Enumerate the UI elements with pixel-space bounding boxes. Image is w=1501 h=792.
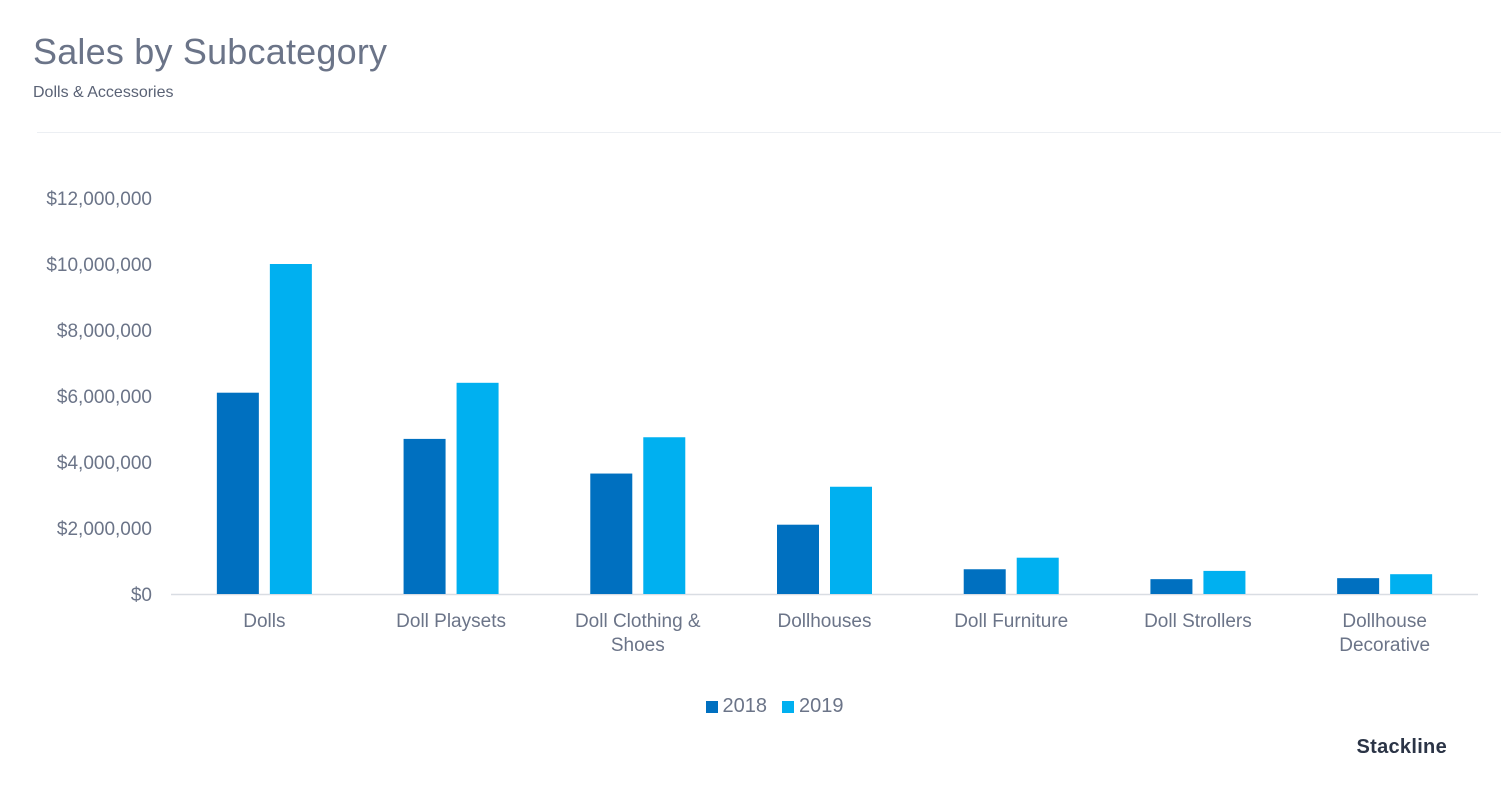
chart-title: Sales by Subcategory xyxy=(33,31,388,72)
chart-subtitle: Dolls & Accessories xyxy=(33,84,174,101)
x-category-label: Doll Clothing & xyxy=(575,611,701,632)
bar-2019[interactable] xyxy=(830,486,872,594)
bar-2019[interactable] xyxy=(1203,570,1246,594)
y-tick-label: $12,000,000 xyxy=(46,189,152,210)
bar-2018[interactable] xyxy=(777,524,819,594)
legend-item-2018[interactable]: 2018 xyxy=(705,695,768,718)
bar-2019[interactable] xyxy=(456,382,499,594)
x-category-label: Dollhouse xyxy=(1342,611,1427,632)
legend-label-2018: 2018 xyxy=(722,695,768,717)
bar-2019[interactable] xyxy=(1016,557,1059,594)
header-divider xyxy=(37,132,1501,133)
bar-2019[interactable] xyxy=(269,264,312,594)
bar-2019[interactable] xyxy=(643,437,686,594)
x-category-label: Dolls xyxy=(243,611,285,632)
legend-swatch-2019 xyxy=(782,700,794,713)
y-tick-label: $8,000,000 xyxy=(57,321,152,342)
x-category-label: Shoes xyxy=(611,635,665,656)
y-tick-label: $10,000,000 xyxy=(46,255,152,276)
x-category-label: Doll Strollers xyxy=(1144,611,1252,632)
x-category-label: Doll Furniture xyxy=(954,611,1068,632)
x-category-label: Dollhouses xyxy=(778,611,872,632)
y-tick-label: $4,000,000 xyxy=(57,453,152,474)
y-tick-label: $2,000,000 xyxy=(57,519,152,540)
bar-2018[interactable] xyxy=(590,473,633,594)
legend-label-2019: 2019 xyxy=(799,695,844,717)
x-category-label: Doll Playsets xyxy=(396,611,506,632)
bar-2018[interactable] xyxy=(403,438,446,594)
bar-2018[interactable] xyxy=(216,392,259,594)
legend: 2018 2019 xyxy=(0,695,1501,718)
y-tick-label: $0 xyxy=(131,585,152,606)
y-tick-label: $6,000,000 xyxy=(57,387,152,408)
bar-2018[interactable] xyxy=(1337,578,1380,594)
bar-2018[interactable] xyxy=(1150,579,1193,594)
x-category-label: Decorative xyxy=(1339,635,1430,656)
legend-item-2019[interactable]: 2019 xyxy=(782,695,844,718)
legend-swatch-2018 xyxy=(705,700,718,713)
brand-logo: Stackline xyxy=(1356,736,1447,758)
bar-2018[interactable] xyxy=(963,569,1006,594)
bar-2019[interactable] xyxy=(1390,574,1433,594)
